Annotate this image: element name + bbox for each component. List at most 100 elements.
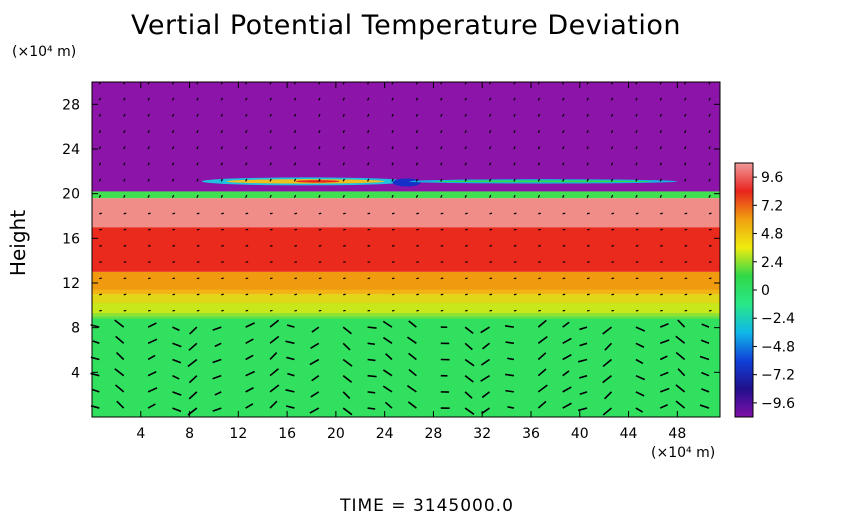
colorbar-label: 9.6 xyxy=(761,170,783,186)
wind-arrow xyxy=(610,97,614,101)
wind-arrow xyxy=(382,320,393,328)
heatmap-band xyxy=(92,313,720,319)
wind-arrow xyxy=(245,212,249,215)
wind-arrow xyxy=(537,194,541,198)
wind-arrow xyxy=(343,293,346,296)
wind-arrow xyxy=(391,113,394,117)
wind-arrow xyxy=(269,335,280,344)
wind-arrow xyxy=(189,326,198,335)
wind-arrow xyxy=(708,261,712,263)
wind-arrow xyxy=(513,309,517,312)
chart-title: Vertial Potential Temperature Deviation xyxy=(131,10,681,41)
wind-arrow xyxy=(309,358,320,366)
wind-arrow xyxy=(172,342,182,348)
colorbar-label: 4.8 xyxy=(761,227,783,243)
wind-arrow xyxy=(635,130,638,134)
wind-arrow xyxy=(293,194,297,198)
wind-arrow xyxy=(285,389,295,393)
wind-arrow xyxy=(562,293,566,296)
wind-arrow xyxy=(708,194,711,198)
wind-arrow xyxy=(562,337,572,344)
wind-arrow xyxy=(684,277,688,280)
wind-arrow xyxy=(114,368,125,377)
wind-arrow xyxy=(660,228,663,231)
wind-arrow xyxy=(342,358,353,367)
wind-arrow xyxy=(98,194,102,198)
wind-arrow xyxy=(464,194,467,198)
wind-arrow xyxy=(245,309,249,312)
wind-arrow xyxy=(660,245,663,247)
wind-arrow xyxy=(537,162,541,166)
wind-arrow xyxy=(367,245,371,247)
wind-arrow xyxy=(123,245,127,247)
wind-arrow xyxy=(196,212,200,215)
wind-arrow xyxy=(391,130,394,134)
wind-arrow xyxy=(604,342,613,351)
wind-arrow xyxy=(407,401,417,409)
wind-arrow xyxy=(415,130,419,134)
wind-arrow xyxy=(318,212,322,215)
wind-arrow xyxy=(537,146,541,150)
wind-arrow xyxy=(196,130,199,134)
wind-arrow xyxy=(245,403,254,409)
wind-arrow xyxy=(245,97,248,101)
wind-arrow xyxy=(123,212,127,215)
wind-arrow xyxy=(367,277,371,280)
wind-arrow xyxy=(699,355,710,361)
heatmap-filament xyxy=(295,180,340,183)
wind-arrow xyxy=(294,293,298,296)
wind-arrow xyxy=(391,178,394,182)
wind-arrow xyxy=(684,212,688,215)
wind-arrow xyxy=(684,162,687,166)
wind-arrow xyxy=(147,178,150,182)
wind-arrow xyxy=(586,130,589,134)
wind-arrow xyxy=(513,212,517,215)
wind-arrow xyxy=(245,245,249,247)
wind-arrow xyxy=(489,277,493,280)
wind-arrow xyxy=(507,357,515,361)
wind-arrow xyxy=(579,342,588,347)
wind-arrow xyxy=(489,212,493,215)
wind-arrow xyxy=(440,113,443,117)
wind-arrow xyxy=(562,146,565,150)
wind-arrow xyxy=(659,178,662,182)
wind-arrow xyxy=(171,162,175,166)
y-tick-label: 12 xyxy=(62,276,80,292)
wind-arrow xyxy=(586,212,590,215)
wind-arrow xyxy=(415,162,419,166)
wind-arrow xyxy=(708,113,711,117)
wind-arrow xyxy=(440,178,443,182)
wind-arrow xyxy=(171,146,175,150)
wind-arrow xyxy=(221,293,224,296)
wind-arrow xyxy=(98,130,102,134)
wind-arrow xyxy=(586,97,589,101)
wind-arrow xyxy=(480,326,490,334)
wind-arrow xyxy=(659,339,670,345)
wind-arrow xyxy=(684,146,687,150)
wind-arrow xyxy=(537,130,541,134)
wind-arrow xyxy=(318,162,321,166)
wind-arrow xyxy=(611,228,615,231)
wind-arrow xyxy=(367,113,370,117)
wind-arrow xyxy=(147,261,151,263)
wind-arrow xyxy=(196,245,200,247)
wind-arrow xyxy=(147,293,151,296)
wind-arrow xyxy=(635,309,639,312)
wind-arrow xyxy=(285,340,295,345)
wind-arrow xyxy=(513,277,517,280)
wind-arrow xyxy=(415,146,419,150)
wind-arrow xyxy=(342,97,345,101)
wind-arrow xyxy=(342,342,351,351)
wind-arrow xyxy=(635,212,639,215)
wind-arrow xyxy=(269,228,273,231)
colorbar-label: −7.2 xyxy=(761,368,795,384)
wind-arrow xyxy=(513,178,516,182)
wind-arrow xyxy=(391,212,395,215)
wind-arrow xyxy=(221,245,224,247)
wind-arrow xyxy=(214,342,222,348)
wind-arrow xyxy=(221,261,224,263)
wind-arrow xyxy=(98,178,102,182)
wind-arrow xyxy=(196,228,200,231)
wind-arrow xyxy=(562,370,570,377)
wind-arrow xyxy=(367,309,371,312)
